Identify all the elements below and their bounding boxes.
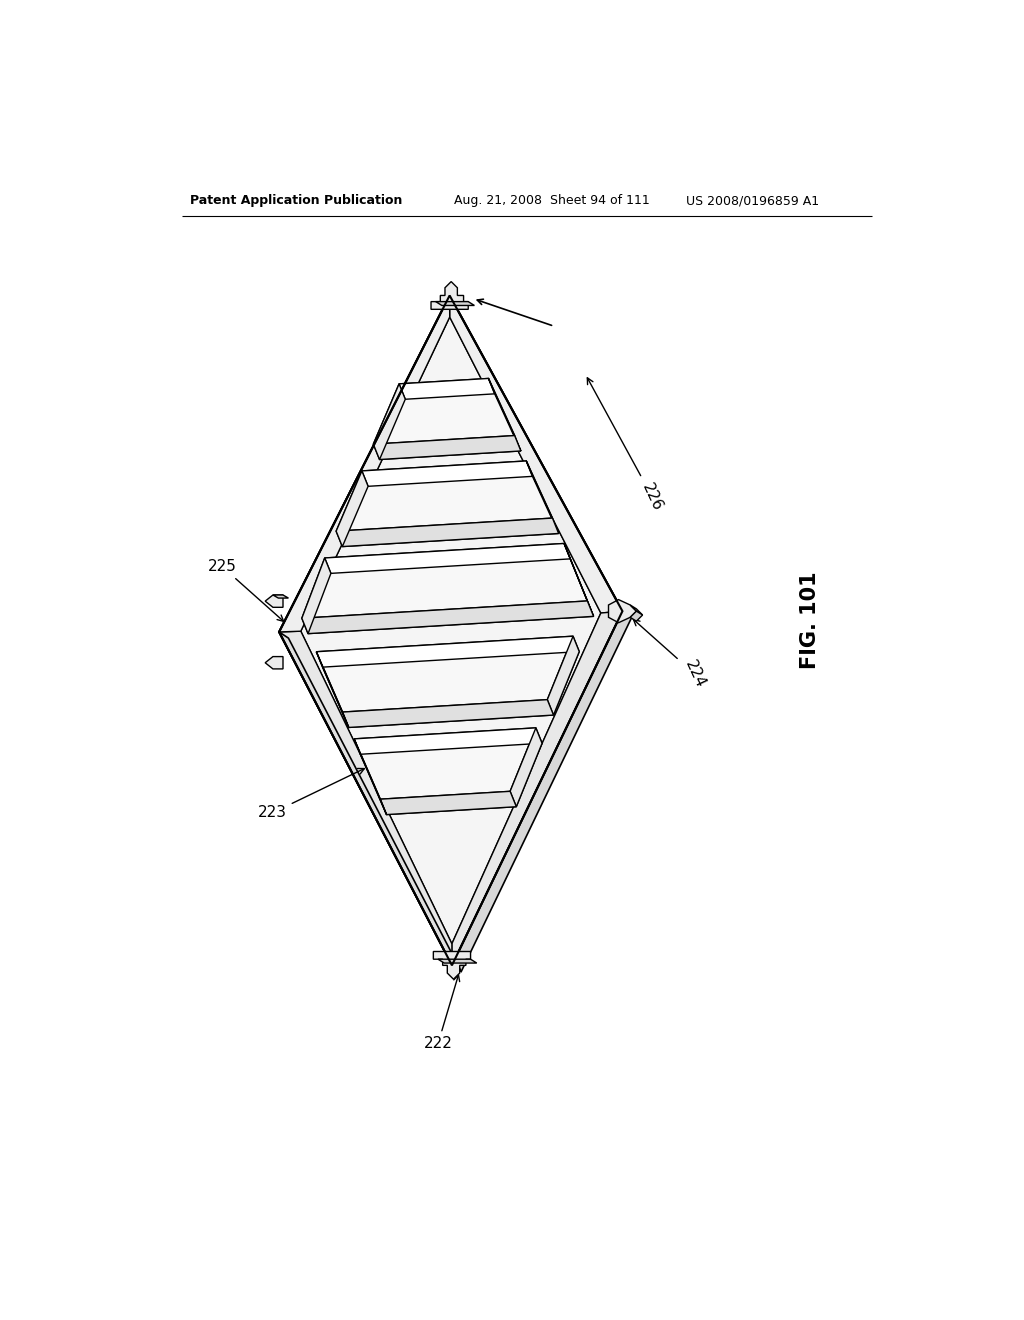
Polygon shape — [510, 727, 542, 807]
Polygon shape — [435, 302, 474, 305]
Polygon shape — [336, 471, 368, 546]
Polygon shape — [360, 743, 542, 814]
Polygon shape — [526, 461, 559, 533]
Polygon shape — [450, 296, 623, 612]
Polygon shape — [265, 595, 283, 607]
Polygon shape — [361, 461, 532, 486]
Polygon shape — [336, 461, 552, 531]
Polygon shape — [280, 296, 450, 632]
Text: Aug. 21, 2008  Sheet 94 of 111: Aug. 21, 2008 Sheet 94 of 111 — [454, 194, 649, 207]
Polygon shape — [380, 393, 521, 459]
Polygon shape — [323, 652, 580, 727]
Polygon shape — [547, 636, 580, 715]
Polygon shape — [308, 558, 594, 634]
Polygon shape — [630, 605, 643, 615]
Polygon shape — [431, 281, 468, 309]
Polygon shape — [354, 727, 536, 799]
Text: 223: 223 — [258, 768, 365, 821]
Polygon shape — [354, 727, 542, 754]
Text: 225: 225 — [208, 558, 284, 622]
Polygon shape — [343, 700, 554, 727]
Text: 226: 226 — [588, 378, 666, 513]
Polygon shape — [325, 544, 570, 573]
Polygon shape — [302, 558, 331, 634]
Polygon shape — [302, 544, 588, 618]
Text: US 2008/0196859 A1: US 2008/0196859 A1 — [686, 194, 819, 207]
Polygon shape — [354, 739, 386, 814]
Text: FIG. 101: FIG. 101 — [800, 572, 820, 669]
Polygon shape — [488, 379, 521, 451]
Polygon shape — [380, 791, 516, 814]
Polygon shape — [399, 379, 495, 399]
Polygon shape — [608, 599, 636, 623]
Text: Patent Application Publication: Patent Application Publication — [190, 194, 402, 207]
Polygon shape — [280, 296, 623, 965]
Polygon shape — [374, 379, 515, 444]
Polygon shape — [630, 611, 643, 622]
Text: 224: 224 — [634, 619, 708, 690]
Polygon shape — [564, 544, 594, 616]
Polygon shape — [280, 632, 461, 972]
Polygon shape — [280, 631, 452, 965]
Polygon shape — [273, 595, 289, 598]
Polygon shape — [301, 317, 601, 944]
Polygon shape — [374, 436, 521, 459]
Polygon shape — [336, 517, 559, 546]
Polygon shape — [438, 960, 477, 964]
Polygon shape — [342, 477, 559, 546]
Polygon shape — [452, 611, 632, 972]
Polygon shape — [374, 384, 406, 459]
Polygon shape — [302, 601, 594, 634]
Polygon shape — [265, 656, 283, 669]
Polygon shape — [316, 636, 580, 667]
Text: 222: 222 — [424, 975, 460, 1051]
Polygon shape — [452, 611, 623, 965]
Polygon shape — [316, 636, 573, 711]
Polygon shape — [433, 952, 471, 979]
Polygon shape — [316, 652, 349, 727]
